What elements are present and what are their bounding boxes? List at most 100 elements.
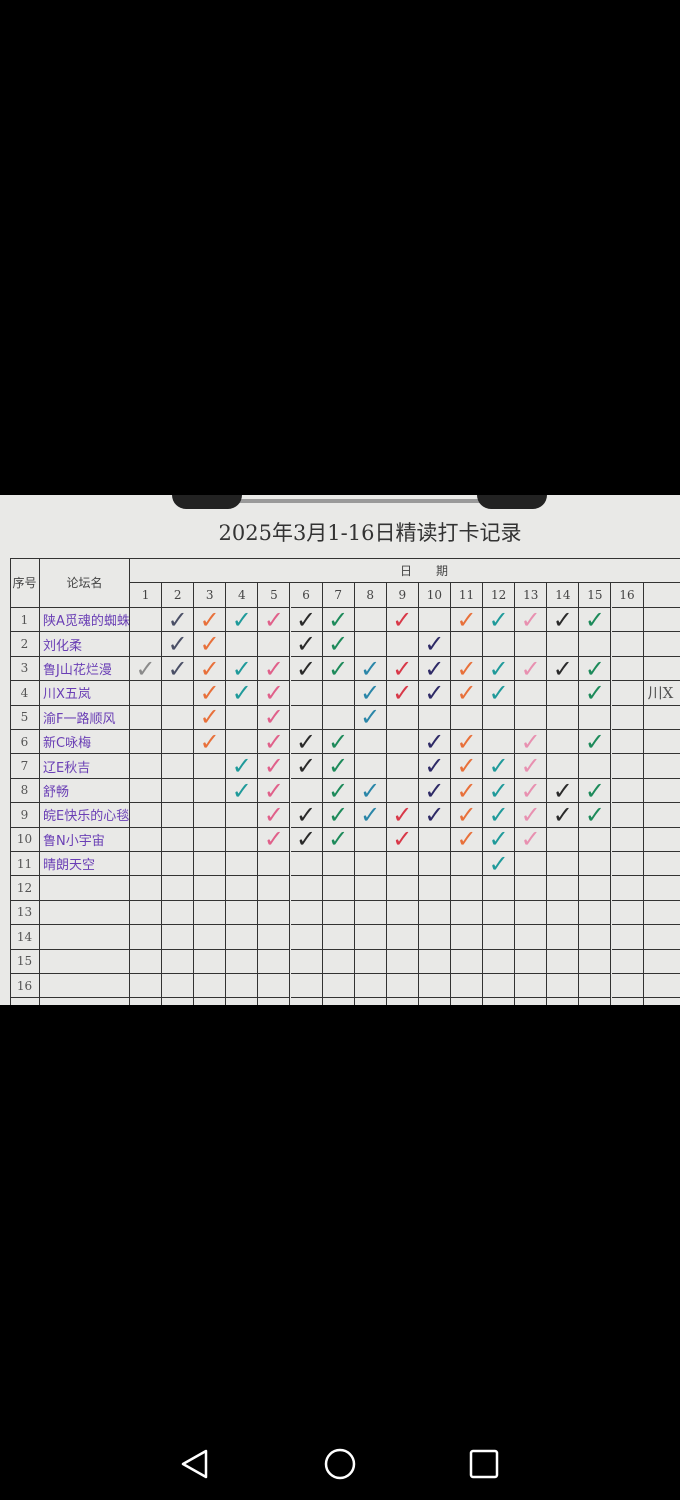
header-day: 10 — [418, 583, 451, 608]
empty-cell — [611, 949, 644, 974]
empty-cell — [579, 705, 612, 730]
empty-cell — [386, 632, 419, 657]
check-mark: ✓ — [483, 778, 516, 804]
empty-cell — [418, 608, 451, 633]
check-mark: ✓ — [515, 778, 548, 804]
check-mark: ✓ — [483, 608, 516, 633]
empty-cell — [386, 778, 419, 804]
empty-cell — [258, 852, 291, 877]
forum-name: 鲁J山花烂漫 — [40, 656, 130, 682]
empty-cell — [386, 852, 419, 877]
empty-cell — [386, 876, 419, 901]
row-index: 13 — [10, 900, 40, 926]
check-mark: ✓ — [194, 730, 227, 755]
note-cell — [643, 754, 680, 779]
empty-cell — [194, 900, 227, 926]
empty-cell — [291, 998, 323, 1005]
row-index: 10 — [10, 827, 40, 852]
row-index: 3 — [10, 656, 40, 682]
forum-name: 川X五岚 — [40, 681, 130, 706]
empty-cell — [194, 974, 227, 999]
check-mark: ✓ — [418, 754, 451, 779]
empty-cell — [483, 705, 516, 730]
empty-cell — [515, 998, 548, 1005]
empty-cell — [130, 925, 163, 950]
empty-cell — [579, 852, 612, 877]
empty-cell — [354, 949, 387, 974]
empty-cell — [451, 925, 484, 950]
header-day: 7 — [322, 583, 355, 608]
empty-cell — [354, 632, 387, 657]
header-day: 13 — [515, 583, 548, 608]
empty-cell — [418, 900, 451, 926]
empty-cell — [515, 876, 548, 901]
empty-cell — [130, 876, 163, 901]
empty-cell — [226, 925, 259, 950]
header-day: 1 — [130, 583, 163, 608]
check-mark: ✓ — [290, 827, 323, 852]
empty-cell — [322, 974, 355, 999]
row-index: 1 — [10, 608, 40, 633]
check-mark: ✓ — [418, 632, 451, 657]
empty-cell — [130, 705, 163, 730]
note-cell — [643, 828, 680, 852]
check-mark: ✓ — [547, 778, 580, 804]
note-cell — [643, 779, 680, 804]
empty-cell — [611, 925, 644, 950]
empty-cell — [611, 778, 644, 804]
forum-name: 新C咏梅 — [40, 730, 130, 755]
check-mark: ✓ — [258, 705, 291, 730]
header-date-group: 日 期 — [130, 558, 680, 583]
empty-cell — [258, 876, 291, 901]
check-mark: ✓ — [258, 754, 291, 779]
note-cell: 川X — [643, 681, 680, 706]
empty-cell — [290, 778, 323, 804]
empty-cell — [162, 998, 195, 1005]
empty-cell — [547, 730, 580, 755]
document-photo: 2025年3月1-16日精读打卡记录 序号 论坛名日 期 1 2 3 4 5 6 7 8 9 10 11… — [0, 495, 680, 1005]
empty-cell — [386, 730, 419, 755]
note-cell — [644, 998, 680, 1005]
empty-cell — [515, 705, 548, 730]
empty-cell — [386, 925, 419, 950]
check-mark: ✓ — [451, 778, 484, 804]
empty-cell — [483, 998, 516, 1005]
check-mark: ✓ — [290, 656, 323, 682]
check-mark: ✓ — [162, 608, 195, 633]
empty-cell — [194, 754, 227, 779]
header-forum-name: 论坛名 — [40, 558, 130, 608]
empty-cell — [611, 876, 644, 901]
empty-cell — [194, 852, 227, 877]
check-mark: ✓ — [547, 608, 580, 633]
recents-icon[interactable] — [467, 1447, 501, 1481]
check-mark: ✓ — [483, 827, 516, 852]
check-mark: ✓ — [290, 632, 323, 657]
empty-cell — [579, 632, 612, 657]
empty-cell — [547, 900, 580, 926]
empty-cell — [579, 900, 612, 926]
empty-cell — [258, 925, 291, 950]
empty-cell — [483, 925, 516, 950]
note-cell — [643, 803, 680, 828]
header-day: 4 — [226, 583, 259, 608]
check-mark: ✓ — [451, 803, 484, 828]
header-day: 3 — [194, 583, 227, 608]
empty-cell — [290, 876, 323, 901]
check-mark: ✓ — [515, 803, 548, 828]
note-cell — [643, 632, 680, 657]
row-index: 8 — [10, 778, 40, 804]
empty-cell — [130, 730, 163, 755]
empty-cell — [547, 998, 580, 1005]
empty-cell — [323, 998, 355, 1005]
empty-cell — [162, 852, 195, 877]
empty-cell — [547, 827, 580, 852]
empty-cell — [547, 949, 580, 974]
empty-cell — [354, 974, 387, 999]
empty-cell — [258, 632, 291, 657]
empty-cell — [611, 803, 644, 828]
empty-cell — [354, 876, 387, 901]
empty-cell — [611, 900, 644, 926]
note-cell — [643, 657, 680, 682]
home-icon[interactable] — [323, 1447, 357, 1481]
back-icon[interactable] — [178, 1447, 212, 1481]
